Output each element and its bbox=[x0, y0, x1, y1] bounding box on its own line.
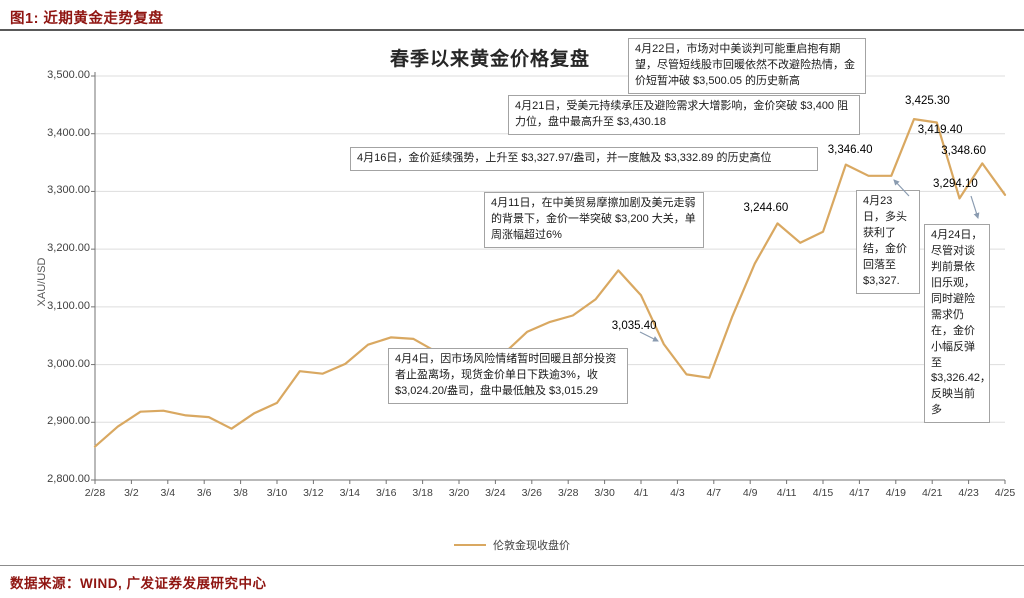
x-tick-label: 3/4 bbox=[160, 487, 176, 499]
annotation-apr16: 4月16日，金价延续强势，上升至 $3,327.97/盎司，并一度触及 $3,3… bbox=[350, 147, 818, 171]
x-tick-label: 4/11 bbox=[776, 487, 797, 499]
legend-label: 伦敦金现收盘价 bbox=[493, 540, 570, 552]
annotation-apr4: 4月4日，因市场风险情绪暂时回暖且部分投资者止盈离场，现货金价单日下跌逾3%，收… bbox=[388, 348, 628, 404]
y-tick-label: 3,400.00 bbox=[47, 126, 90, 139]
chart-title: 春季以来黄金价格复盘 bbox=[389, 49, 590, 70]
x-tick-label: 4/9 bbox=[742, 487, 758, 499]
point-label: 3,419.40 bbox=[917, 123, 963, 136]
data-source: 数据来源：WIND, 广发证券发展研究中心 bbox=[10, 576, 267, 591]
figure-caption: 图1: 近期黄金走势复盘 bbox=[10, 11, 164, 27]
y-tick-label: 3,300.00 bbox=[47, 184, 90, 197]
annotation-apr22: 4月22日，市场对中美谈判可能重启抱有期望，尽管短线股市回暖依然不改避险热情，金… bbox=[628, 38, 866, 94]
x-tick-label: 3/16 bbox=[375, 487, 397, 499]
x-tick-label: 4/23 bbox=[958, 487, 979, 499]
x-tick-label: 3/26 bbox=[521, 487, 543, 499]
x-tick-label: 4/1 bbox=[633, 487, 649, 499]
arrow-to-apr4-point bbox=[639, 331, 659, 342]
annotation-text: 4月21日，受美元持续承压及避险需求大增影响，金价突破 $3,400 阻力位，盘… bbox=[515, 100, 849, 128]
point-label: 3,348.60 bbox=[941, 145, 987, 158]
header-divider bbox=[0, 29, 1024, 31]
x-tick-label: 4/21 bbox=[921, 487, 943, 499]
x-tick-label: 3/18 bbox=[412, 487, 433, 499]
annotation-text: 4月22日，市场对中美谈判可能重启抱有期望，尽管短线股市回暖依然不改避险热情，金… bbox=[635, 43, 855, 87]
point-label: 3,346.40 bbox=[827, 143, 873, 156]
annotation-text: 4月24日，尽管对谈判前景依旧乐观，同时避险需求仍在，金价小幅反弹至 $3,32… bbox=[931, 229, 991, 417]
x-tick-label: 4/25 bbox=[994, 487, 1016, 499]
x-tick-label: 3/30 bbox=[594, 487, 615, 499]
point-label: 3,425.30 bbox=[905, 95, 950, 108]
legend: 伦敦金现收盘价 bbox=[0, 537, 1024, 553]
annotation-text: 4月16日，金价延续强势，上升至 $3,327.97/盎司，并一度触及 $3,3… bbox=[357, 152, 772, 164]
annotation-text: 4月23日，多头获利了结，金价回落至 $3,327. bbox=[863, 195, 907, 287]
x-tick-label: 3/28 bbox=[557, 487, 579, 499]
x-tick-label: 4/15 bbox=[812, 487, 834, 499]
x-tick-label: 4/7 bbox=[706, 487, 722, 499]
x-tick-label: 3/2 bbox=[124, 487, 139, 499]
x-tick-label: 3/14 bbox=[339, 487, 361, 499]
x-tick-label: 4/19 bbox=[885, 487, 907, 499]
y-tick-label: 2,800.00 bbox=[47, 473, 90, 485]
point-label: 3,244.60 bbox=[743, 202, 789, 215]
footer-divider bbox=[0, 565, 1024, 566]
y-axis-label: XAU/USD bbox=[36, 257, 48, 307]
x-tick-label: 2/28 bbox=[84, 487, 106, 499]
legend-line-swatch bbox=[454, 544, 486, 546]
annotation-apr23: 4月23日，多头获利了结，金价回落至 $3,327. bbox=[856, 190, 920, 294]
arrow-to-apr24-box bbox=[970, 195, 980, 219]
y-tick-label: 3,500.00 bbox=[47, 69, 90, 81]
x-tick-label: 4/3 bbox=[670, 487, 685, 499]
annotation-apr21: 4月21日，受美元持续承压及避险需求大增影响，金价突破 $3,400 阻力位，盘… bbox=[508, 95, 860, 135]
y-tick-label: 3,000.00 bbox=[47, 357, 90, 370]
x-tick-label: 3/6 bbox=[196, 487, 212, 499]
x-tick-label: 3/24 bbox=[485, 487, 506, 499]
annotation-text: 4月4日，因市场风险情绪暂时回暖且部分投资者止盈离场，现货金价单日下跌逾3%，收… bbox=[395, 353, 617, 397]
x-tick-label: 3/12 bbox=[303, 487, 324, 499]
annotation-apr11: 4月11日，在中美贸易摩擦加剧及美元走弱的背景下，金价一举突破 $3,200 大… bbox=[484, 192, 704, 248]
x-tick-label: 3/10 bbox=[266, 487, 288, 499]
x-tick-label: 3/20 bbox=[448, 487, 470, 499]
annotation-text: 4月11日，在中美贸易摩擦加剧及美元走弱的背景下，金价一举突破 $3,200 大… bbox=[491, 197, 696, 241]
point-label: 3,035.40 bbox=[611, 320, 657, 333]
point-label: 3,294.10 bbox=[933, 177, 978, 190]
y-tick-label: 2,900.00 bbox=[47, 415, 90, 428]
annotation-apr24: 4月24日，尽管对谈判前景依旧乐观，同时避险需求仍在，金价小幅反弹至 $3,32… bbox=[924, 224, 991, 424]
x-tick-label: 3/8 bbox=[233, 487, 248, 499]
x-tick-label: 4/17 bbox=[849, 487, 870, 499]
